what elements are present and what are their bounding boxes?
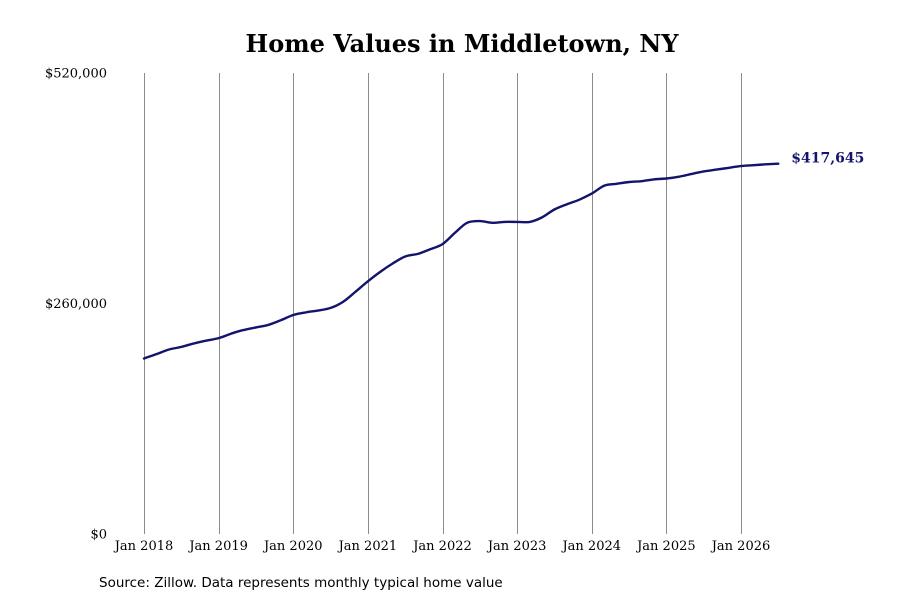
x-tick-label: Jan 2022 (411, 539, 472, 554)
source-note: Source: Zillow. Data represents monthly … (99, 575, 503, 591)
x-tick-label: Jan 2020 (262, 539, 323, 554)
x-tick-label: Jan 2021 (337, 539, 398, 554)
end-value-label: $417,645 (791, 151, 864, 167)
y-tick-label: $0 (90, 528, 107, 543)
x-tick-label: Jan 2018 (113, 539, 174, 554)
y-tick-label: $520,000 (45, 67, 107, 82)
x-tick-label: Jan 2024 (560, 539, 621, 554)
x-tick-label: Jan 2026 (710, 539, 771, 554)
y-axis-ticks: $0 $260,000 $520,000 (45, 67, 107, 543)
series-line-0 (142, 162, 780, 360)
y-tick-label: $260,000 (45, 297, 107, 312)
x-tick-label: Jan 2025 (635, 539, 696, 554)
series-layer (142, 162, 780, 360)
x-tick-label: Jan 2023 (486, 539, 547, 554)
x-tick-label: Jan 2019 (187, 539, 248, 554)
chart-title: Home Values in Middletown, NY (246, 29, 680, 58)
x-axis-ticks: Jan 2018 Jan 2019 Jan 2020 Jan 2021 Jan 2022… (113, 539, 771, 554)
gridlines (144, 73, 742, 534)
